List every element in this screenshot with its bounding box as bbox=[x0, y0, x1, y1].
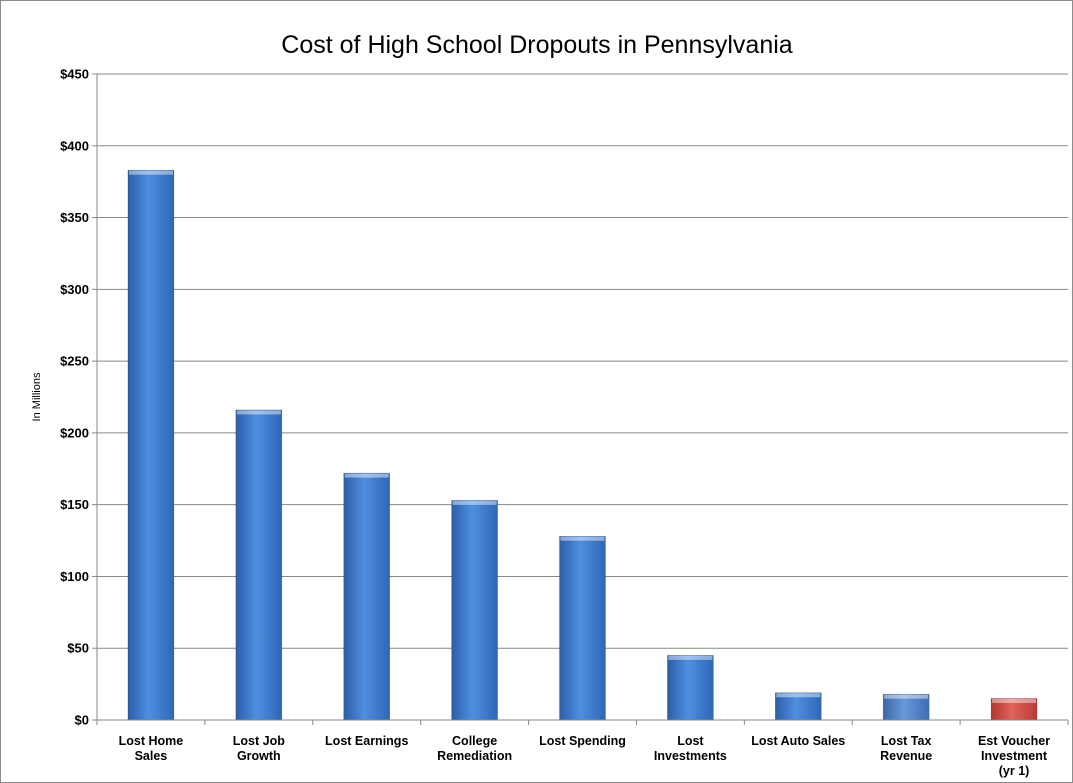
y-tick-label: $350 bbox=[60, 210, 89, 225]
bar bbox=[235, 409, 283, 721]
bar-highlight bbox=[452, 500, 497, 505]
bar bbox=[559, 535, 606, 721]
x-tick-label: Lost Investments bbox=[654, 734, 727, 763]
bar bbox=[451, 500, 498, 721]
x-tick-label: College Remediation bbox=[437, 734, 512, 763]
y-tick-label: $300 bbox=[60, 282, 89, 297]
axes bbox=[96, 74, 1069, 725]
x-tick-label: Lost Job Growth bbox=[233, 734, 285, 763]
y-tick-label: $50 bbox=[67, 641, 89, 656]
chart-title: Cost of High School Dropouts in Pennsylv… bbox=[281, 31, 792, 59]
y-tick-label: $200 bbox=[60, 425, 89, 440]
y-axis-label: In Millions bbox=[31, 372, 43, 421]
bar-rect bbox=[235, 409, 283, 721]
bar bbox=[667, 655, 714, 721]
bar-highlight bbox=[884, 694, 929, 699]
y-tick-label: $450 bbox=[60, 67, 89, 82]
bar-highlight bbox=[992, 698, 1037, 703]
x-axis-labels: Lost Home Sales Lost Job Growth Lost Earning… bbox=[119, 734, 1051, 778]
y-tick-label: $400 bbox=[60, 138, 89, 153]
bar-rect bbox=[559, 535, 606, 721]
x-tick-label: Lost Home Sales bbox=[119, 734, 184, 763]
x-tick-label: Lost Spending bbox=[539, 734, 626, 748]
bar-highlight bbox=[344, 473, 389, 478]
bar bbox=[774, 692, 822, 721]
x-tick-label: Lost Tax Revenue bbox=[880, 734, 932, 763]
y-tick-label: $100 bbox=[60, 569, 89, 584]
bar-rect bbox=[343, 472, 391, 721]
bar-highlight bbox=[128, 170, 173, 175]
bar bbox=[990, 698, 1038, 721]
y-tick-label: $150 bbox=[60, 497, 89, 512]
y-tick-label: $0 bbox=[75, 713, 89, 728]
x-tick-label: Lost Earnings bbox=[325, 734, 408, 748]
bar-rect bbox=[667, 655, 714, 721]
bar-rect bbox=[774, 692, 822, 721]
y-axis-ticks: $0 $50 $100 $150 $200 $250 $300 $350 $400 $450 bbox=[60, 67, 97, 728]
bar-highlight bbox=[236, 410, 281, 415]
bar-rect bbox=[451, 500, 498, 721]
bar-highlight bbox=[776, 693, 821, 698]
bar-rect bbox=[127, 169, 175, 721]
bar bbox=[127, 169, 175, 721]
bar bbox=[882, 693, 930, 721]
bar-rect bbox=[882, 693, 930, 721]
x-tick-label: Lost Auto Sales bbox=[751, 734, 845, 748]
bar bbox=[343, 472, 391, 721]
bars bbox=[127, 169, 1038, 721]
bar-highlight bbox=[560, 536, 605, 541]
x-tick-label: Est Voucher Investment (yr 1) bbox=[978, 734, 1050, 778]
bar-highlight bbox=[668, 655, 713, 660]
y-tick-label: $250 bbox=[60, 354, 89, 369]
